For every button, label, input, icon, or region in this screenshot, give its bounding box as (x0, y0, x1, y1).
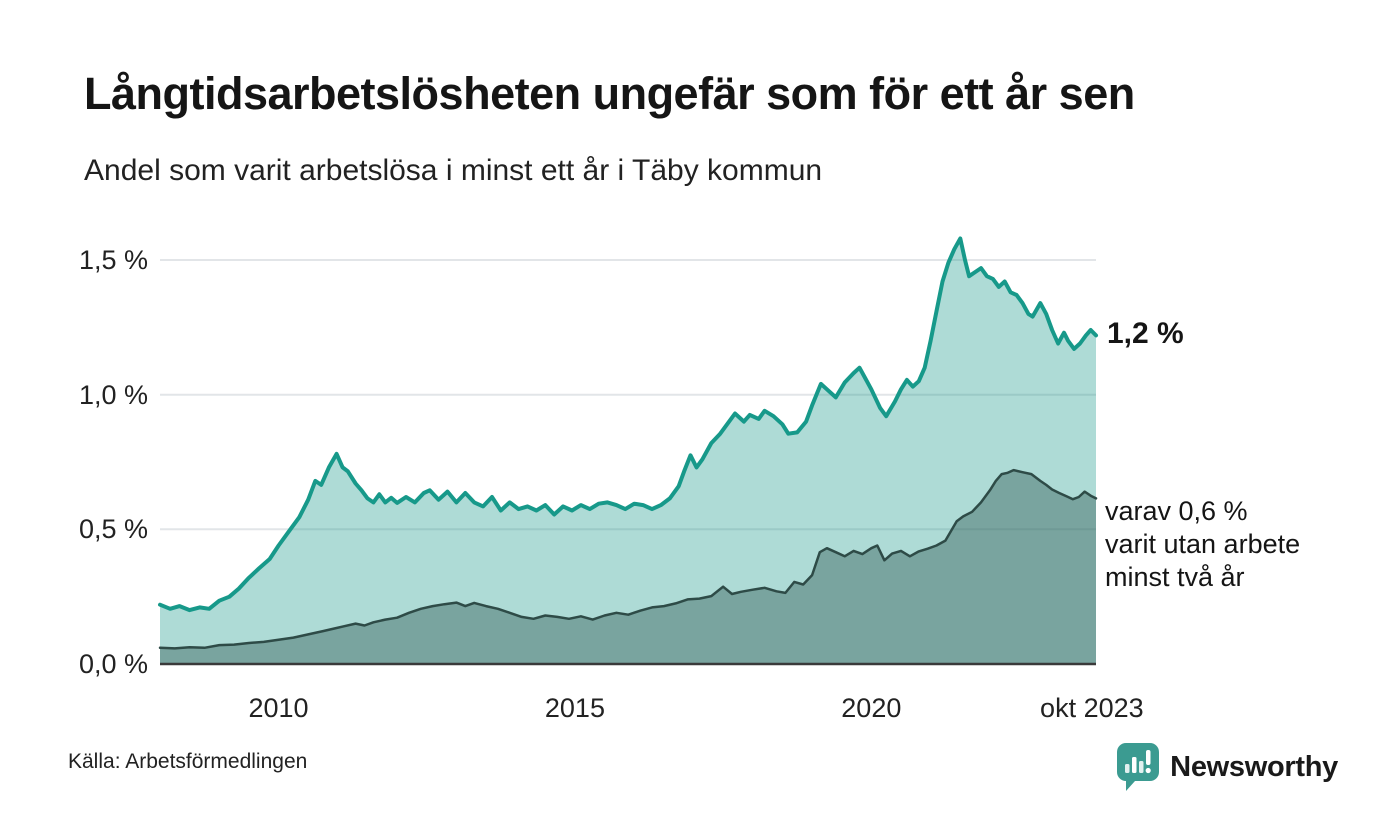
series-total-end-label: 1,2 % (1107, 317, 1184, 351)
series-two-years-end-label: varav 0,6 % varit utan arbete minst två … (1105, 495, 1300, 594)
newsworthy-bubble-chart-icon (1117, 743, 1160, 791)
series-two-years-end-label-line3: minst två år (1105, 562, 1245, 593)
y-axis-tick-1-5: 1,5 % (78, 245, 148, 275)
chart-title: Långtidsarbetslösheten ungefär som för e… (84, 68, 1135, 119)
source-note: Källa: Arbetsförmedlingen (68, 750, 308, 773)
newsworthy-logo: Newsworthy (1116, 742, 1338, 792)
x-axis-tick-2015: 2015 (544, 693, 605, 723)
y-axis-tick-0-5: 0,5 % (78, 514, 148, 545)
y-axis-tick-0-0: 0,0 % (78, 649, 148, 679)
newsworthy-wordmark: Newsworthy (1170, 750, 1338, 783)
chart-subtitle: Andel som varit arbetslösa i minst ett å… (84, 154, 823, 187)
y-axis-tick-1-0: 1,0 % (78, 379, 148, 410)
x-axis-tick-okt-2023: okt 2023 (1040, 693, 1144, 723)
x-axis-tick-2020: 2020 (841, 693, 902, 723)
series-two-years-end-label-line1: varav 0,6 % (1105, 496, 1248, 527)
x-axis-tick-2010: 2010 (248, 693, 309, 723)
series-two-years-end-label-line2: varit utan arbete (1105, 529, 1301, 560)
